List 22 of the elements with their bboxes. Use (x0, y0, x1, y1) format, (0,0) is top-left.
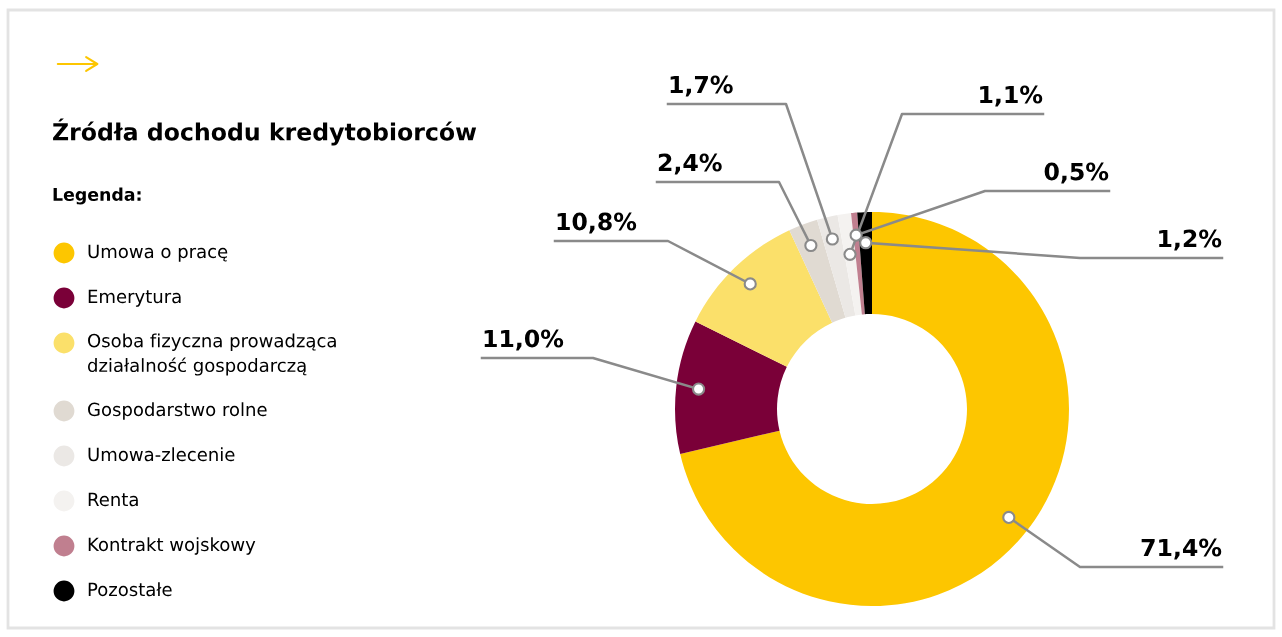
legend-label: Pozostałe (88, 582, 172, 597)
donut-slice (675, 321, 787, 455)
data-label: 11,0% (484, 329, 564, 351)
legend-label: Kontrakt wojskowy (88, 537, 256, 555)
donut-slice (789, 219, 846, 323)
text: Źródła dochodu kredytobiorców (53, 118, 477, 146)
legend-title: Legenda: (53, 187, 141, 205)
donut-slice (680, 212, 1069, 606)
legend-label: Osoba fizyczna prowadząca działalność gospodarczą (88, 333, 336, 376)
data-label: 71,4% (1141, 538, 1222, 560)
legend-label: Umowa-zlecenie (88, 447, 235, 462)
legend-label: Umowa o pracę (88, 244, 228, 262)
data-label: 1,2% (1159, 229, 1222, 251)
donut-slice (695, 230, 833, 367)
data-label: 10,8% (557, 212, 637, 234)
data-label: 0,5% (1044, 162, 1109, 184)
data-label: 2,4% (658, 153, 722, 175)
data-label: 1,1% (980, 85, 1043, 107)
legend-label: Renta (88, 492, 138, 507)
legend-label: Emerytura (88, 289, 181, 307)
data-label: 1,7% (670, 75, 733, 97)
legend-label: Gospodarstwo rolne (88, 402, 267, 420)
